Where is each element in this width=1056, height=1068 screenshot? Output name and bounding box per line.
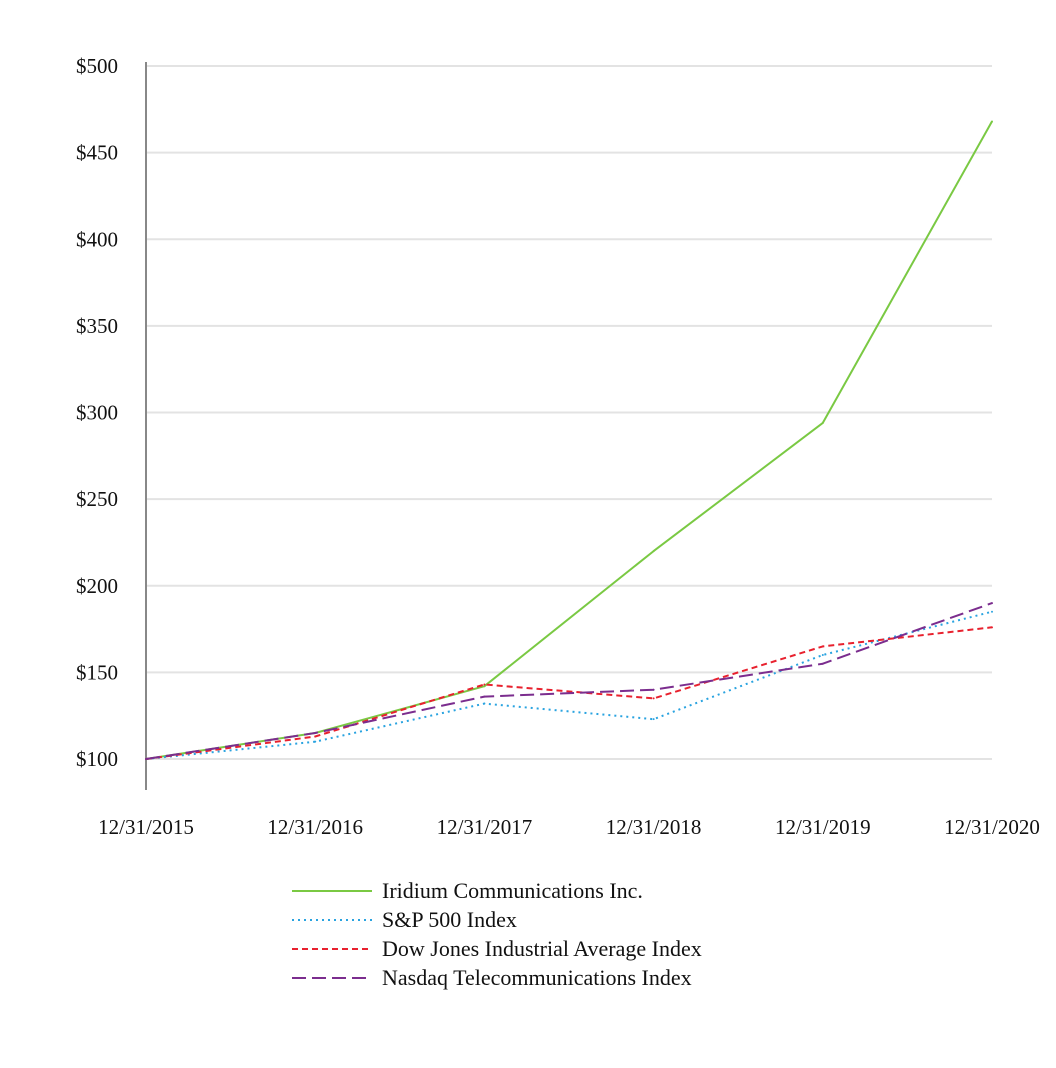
series-lines [145,120,993,760]
x-tick-label: 12/31/2016 [267,815,363,839]
y-tick-label: $400 [76,227,118,251]
data-point [991,610,993,613]
data-point [991,626,993,629]
line-chart: $100 $150 $200 $250 $300 $350 $400 $450 $500 12/… [76,54,1040,839]
legend-label: S&P 500 Index [382,906,517,932]
legend-swatch [292,889,372,892]
data-point [821,654,824,657]
data-point [991,120,993,123]
y-tick-label: $150 [76,660,118,684]
data-point [314,740,317,743]
y-axis-tick-labels: $100 $150 $200 $250 $300 $350 $400 $450 $500 [76,54,118,771]
legend-item: Dow Jones Industrial Average Index [292,934,702,963]
series-line [145,610,993,760]
series-line [145,120,993,760]
y-tick-label: $250 [76,487,118,511]
legend-label: Nasdaq Telecommunications Index [382,964,692,990]
x-tick-label: 12/31/2015 [98,815,194,839]
y-tick-label: $300 [76,401,118,425]
y-tick-label: $200 [76,574,118,598]
legend-label: Dow Jones Industrial Average Index [382,935,702,961]
y-tick-label: $500 [76,54,118,78]
data-point [991,602,993,605]
data-point [821,421,824,424]
data-point [652,550,655,553]
legend-label: Iridium Communications Inc. [382,877,643,903]
gridlines [146,65,992,760]
legend-swatch [292,918,372,921]
x-tick-label: 12/31/2019 [775,815,871,839]
data-point [145,758,147,760]
series-line [145,602,993,760]
data-point [652,697,655,700]
data-point [483,683,486,686]
data-point [483,702,486,705]
x-tick-label: 12/31/2017 [437,815,533,839]
data-point [652,718,655,721]
data-point [652,688,655,691]
y-tick-label: $350 [76,314,118,338]
data-point [483,695,486,698]
x-axis-tick-labels: 12/31/2015 12/31/2016 12/31/2017 12/31/2018… [98,815,1040,839]
data-point [483,685,486,688]
series-line [145,626,993,760]
data-point [314,735,317,738]
data-point [821,662,824,665]
x-tick-label: 12/31/2018 [606,815,702,839]
legend-swatch [292,976,372,979]
legend-item: Nasdaq Telecommunications Index [292,963,702,992]
legend-swatch [292,947,372,950]
x-tick-label: 12/31/2020 [944,815,1040,839]
data-point [821,645,824,648]
legend-item: S&P 500 Index [292,905,702,934]
y-tick-label: $100 [76,747,118,771]
legend: Iridium Communications Inc. S&P 500 Inde… [292,876,702,992]
data-point [314,732,317,735]
legend-item: Iridium Communications Inc. [292,876,702,905]
y-tick-label: $450 [76,141,118,165]
